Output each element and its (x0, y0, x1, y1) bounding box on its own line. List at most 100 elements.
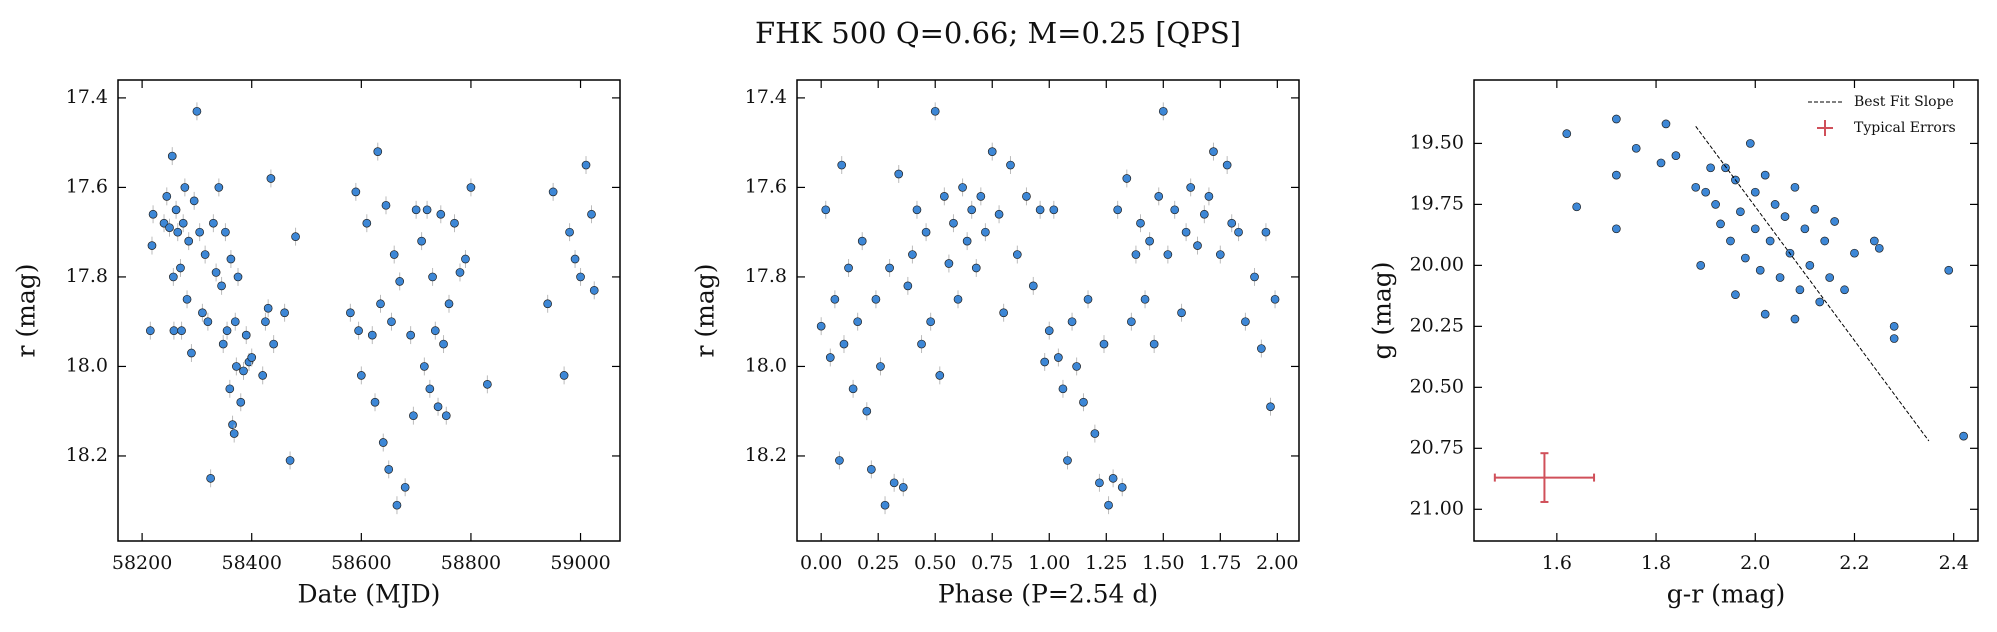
y-axis-label: r (mag) (12, 263, 41, 357)
point (176, 263, 185, 273)
point (1136, 218, 1145, 228)
point (971, 263, 981, 273)
point (1800, 224, 1810, 234)
point (147, 241, 157, 250)
point (1072, 362, 1081, 371)
x-tick-label: 2.2 (1839, 552, 1869, 574)
point (455, 268, 465, 277)
point (444, 299, 454, 309)
point (1631, 143, 1641, 153)
point (373, 147, 383, 156)
point (1825, 273, 1835, 282)
point (1241, 317, 1250, 327)
point (417, 236, 426, 246)
point (1257, 344, 1266, 353)
x-tick-label: 1.25 (1085, 552, 1127, 574)
point (173, 227, 183, 237)
point (1656, 158, 1666, 168)
point (1711, 200, 1720, 209)
point (428, 272, 437, 282)
point (576, 272, 585, 282)
point (392, 500, 402, 510)
point (1944, 265, 1954, 275)
point (1869, 236, 1879, 246)
point (1177, 308, 1186, 318)
point (581, 160, 591, 170)
point (217, 281, 226, 291)
point (356, 371, 366, 380)
point (559, 371, 569, 380)
point (1745, 139, 1755, 148)
point (587, 209, 596, 219)
point (889, 478, 899, 488)
point (411, 205, 421, 215)
point (1145, 236, 1154, 246)
point (876, 362, 885, 371)
point (1716, 219, 1725, 229)
point (169, 272, 178, 282)
x-tick-label: 0.50 (914, 552, 956, 574)
point (1049, 205, 1059, 215)
point (1035, 205, 1045, 215)
point (145, 326, 155, 335)
point (1770, 200, 1780, 209)
x-tick-label: 0.75 (971, 552, 1013, 574)
point (425, 384, 435, 394)
point (944, 259, 954, 268)
point (1740, 253, 1750, 263)
point (169, 326, 179, 335)
point (211, 268, 221, 277)
point (981, 227, 990, 237)
point (466, 183, 476, 192)
point (232, 362, 241, 371)
point (378, 438, 388, 447)
point (1661, 119, 1671, 129)
y-axis-label: r (mag) (691, 263, 720, 357)
point (862, 406, 872, 416)
point (180, 183, 190, 192)
y-tick-label: 21.00 (1410, 497, 1464, 519)
y-tick-label: 18.0 (745, 354, 787, 376)
point (1067, 317, 1077, 327)
point (1889, 322, 1899, 331)
y-tick-label: 17.6 (66, 175, 108, 197)
point (949, 218, 958, 228)
point (1701, 187, 1711, 197)
point (935, 371, 945, 380)
plot-frame (117, 79, 621, 542)
point (830, 294, 840, 304)
point (844, 263, 853, 273)
point (1755, 265, 1765, 275)
figure-title: FHK 500 Q=0.66; M=0.25 [QPS] (755, 16, 1241, 50)
y-tick-label: 17.8 (66, 265, 108, 287)
point (1562, 129, 1572, 139)
point (1215, 250, 1225, 259)
point (266, 174, 276, 183)
point (239, 366, 248, 376)
point (853, 317, 863, 327)
point (953, 294, 963, 304)
point (1612, 224, 1621, 234)
point (370, 397, 380, 407)
point (177, 326, 186, 335)
point (362, 218, 372, 228)
y-tick-label: 18.0 (66, 354, 108, 376)
point (387, 317, 396, 327)
point (1691, 182, 1701, 192)
y-tick-label: 19.75 (1410, 192, 1464, 214)
point (1127, 317, 1136, 327)
point (1790, 314, 1800, 324)
point (261, 317, 270, 327)
point (209, 218, 218, 228)
point (903, 281, 913, 291)
point (214, 183, 224, 192)
point (1726, 236, 1735, 246)
x-tick-label: 2.0 (1740, 552, 1770, 574)
point (1122, 174, 1132, 183)
point (165, 223, 174, 233)
point (835, 456, 844, 465)
point (1006, 160, 1015, 170)
point (1140, 294, 1150, 304)
point (182, 294, 192, 304)
point (1790, 182, 1800, 192)
